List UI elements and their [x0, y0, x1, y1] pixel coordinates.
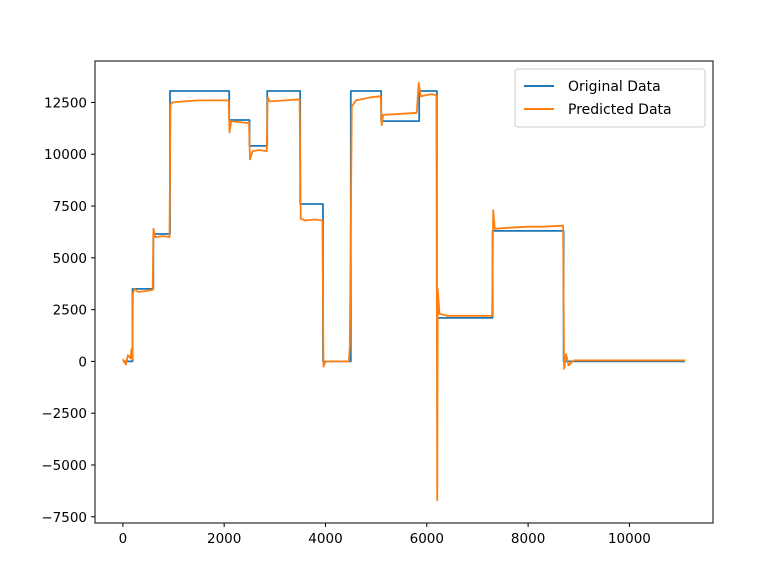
y-tick-label: −5000 — [41, 458, 87, 474]
y-tick-label: −7500 — [41, 510, 87, 526]
y-tick-label: 7500 — [53, 199, 87, 215]
series-line-1 — [122, 90, 686, 363]
series-line-2 — [122, 81, 686, 502]
x-tick-label: 6000 — [410, 531, 444, 547]
x-tick-label: 8000 — [511, 531, 545, 547]
plot-frame — [94, 60, 714, 524]
legend: Original Data Predicted Data — [514, 68, 706, 128]
y-tick-label: 5000 — [53, 251, 87, 267]
series-layer — [122, 81, 686, 502]
x-tick-label: 0 — [119, 531, 128, 547]
y-tick-label: 12500 — [44, 95, 87, 111]
y-axis: −7500 −5000 −2500 0 2500 5000 7500 10000 12500 — [41, 95, 95, 526]
y-tick-label: 0 — [78, 354, 87, 370]
x-tick-label: 2000 — [207, 531, 241, 547]
legend-box — [514, 68, 706, 128]
x-tick-label: 10000 — [608, 531, 651, 547]
y-tick-label: 2500 — [53, 303, 87, 319]
y-tick-label: −2500 — [41, 406, 87, 422]
legend-label-1: Original Data — [568, 79, 661, 95]
plot-area — [95, 61, 713, 523]
y-tick-label: 10000 — [44, 147, 87, 163]
legend-label-2: Predicted Data — [568, 102, 672, 118]
x-axis: 0 2000 4000 6000 8000 10000 — [119, 523, 651, 547]
x-tick-label: 4000 — [308, 531, 342, 547]
